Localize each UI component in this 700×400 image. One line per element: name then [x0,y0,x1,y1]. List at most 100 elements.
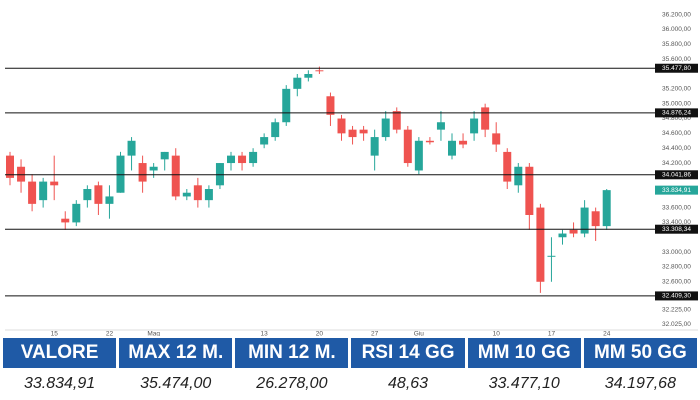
candle-body [127,140,136,156]
y-tick-label: 32.025,00 [662,321,691,328]
candle-body [193,185,202,201]
x-tick-label: Mag [147,331,160,336]
level-label-box [655,291,698,301]
x-tick-label: 22 [106,331,114,336]
candle-body [160,151,169,160]
y-tick-label: 33.600,00 [662,204,691,211]
y-tick-label: 34.600,00 [662,130,691,137]
candle-body [580,207,589,234]
candle-body [6,155,14,178]
x-tick-label: 20 [316,331,324,336]
y-tick-label: 34.800,00 [662,115,691,122]
candle-body [459,140,468,145]
y-tick-label: 32.800,00 [662,264,691,271]
candle-body [94,185,103,204]
candle-body [260,137,269,145]
candle-body [425,140,434,143]
candle-body [171,155,180,197]
candle-body [116,155,125,193]
candle-body [403,129,412,164]
candle-body [381,118,390,138]
level-label: 32.409,30 [662,293,691,300]
candle-body [569,229,578,234]
y-tick-label: 32.600,00 [662,278,691,285]
level-label: 33.308,34 [662,226,691,233]
candle-body [238,155,247,164]
value-cell: 35.474,00 [140,375,212,392]
candle-body [392,111,401,130]
level-label-box [655,63,698,73]
x-tick-label: 27 [371,331,379,336]
x-tick-label: 17 [548,331,556,336]
value-cell: 34.197,68 [604,375,676,392]
header-cell: MM 50 GG [583,338,697,368]
candle-body [547,255,556,257]
candle-body [204,189,213,201]
header-cell: RSI 14 GG [351,338,465,368]
y-tick-label: 35.200,00 [662,86,691,93]
candle-body [514,166,523,186]
candle-body [448,140,456,156]
candle-body [105,196,114,204]
header-cell: MIN 12 M. [235,338,349,368]
y-tick-label: 35.000,00 [662,100,691,107]
candle-body [337,118,346,134]
candle-body [503,151,512,182]
y-tick-label: 36.200,00 [662,11,691,18]
level-label: 33.834,91 [662,187,691,194]
level-label-box [655,170,698,180]
candle-body [293,77,302,89]
candle-body [370,137,379,156]
header-cell: MM 10 GG [467,338,581,368]
header-cell: VALORE [3,338,117,368]
x-tick-label: 13 [261,331,269,336]
candle-body [249,151,258,164]
level-label-box [655,185,698,195]
candle-body [282,88,291,123]
value-cell: 48,63 [388,375,429,392]
candle-body [182,192,191,197]
candle-body [50,181,59,186]
stats-table: VALORE MAX 12 M. MIN 12 M. RSI 14 GG MM 10 G… [0,338,700,400]
y-tick-label: 36.000,00 [662,26,691,33]
candle-body [602,190,611,227]
level-label-box [655,108,698,118]
candle-body [348,129,357,138]
x-tick-label: Giu [414,331,425,336]
candle-body [492,133,501,145]
level-label-box [655,224,698,234]
y-tick-label: 35.600,00 [662,56,691,63]
value-cell: 33.834,91 [23,375,96,392]
candle-body [83,189,92,201]
x-tick-label: 10 [493,331,501,336]
candle-body [436,122,445,130]
value-cell: 26.278,00 [256,375,328,392]
candle-body [414,140,423,171]
x-tick-label: 24 [603,331,611,336]
candle-body [481,107,490,130]
candle-body [326,96,335,115]
chart: 36.200,00 36.000,00 35.800,00 35.600,00 35.2… [5,11,698,338]
y-tick-label: 33.400,00 [662,219,691,226]
candle-body [536,207,545,282]
header-row: VALORE MAX 12 M. MIN 12 M. RSI 14 GG MM 10 G… [3,338,697,368]
candle-body [227,155,235,164]
candle-body [359,129,368,134]
y-tick-label: 33.000,00 [662,249,691,256]
candle-body [61,218,70,223]
level-label: 35.477,80 [662,65,691,72]
candle-body [591,211,600,227]
candle-body [17,166,26,182]
candle-body [525,166,534,215]
candle-body [39,181,48,201]
candle-body [72,203,81,223]
candle-body [149,166,158,171]
candle-body [470,118,479,134]
candle-body [215,163,224,186]
x-tick-label: 15 [51,331,59,336]
y-tick-label: 34.400,00 [662,145,691,152]
candle-body [315,70,324,72]
y-tick-label: 35.800,00 [662,41,691,48]
candle-body [28,181,37,204]
